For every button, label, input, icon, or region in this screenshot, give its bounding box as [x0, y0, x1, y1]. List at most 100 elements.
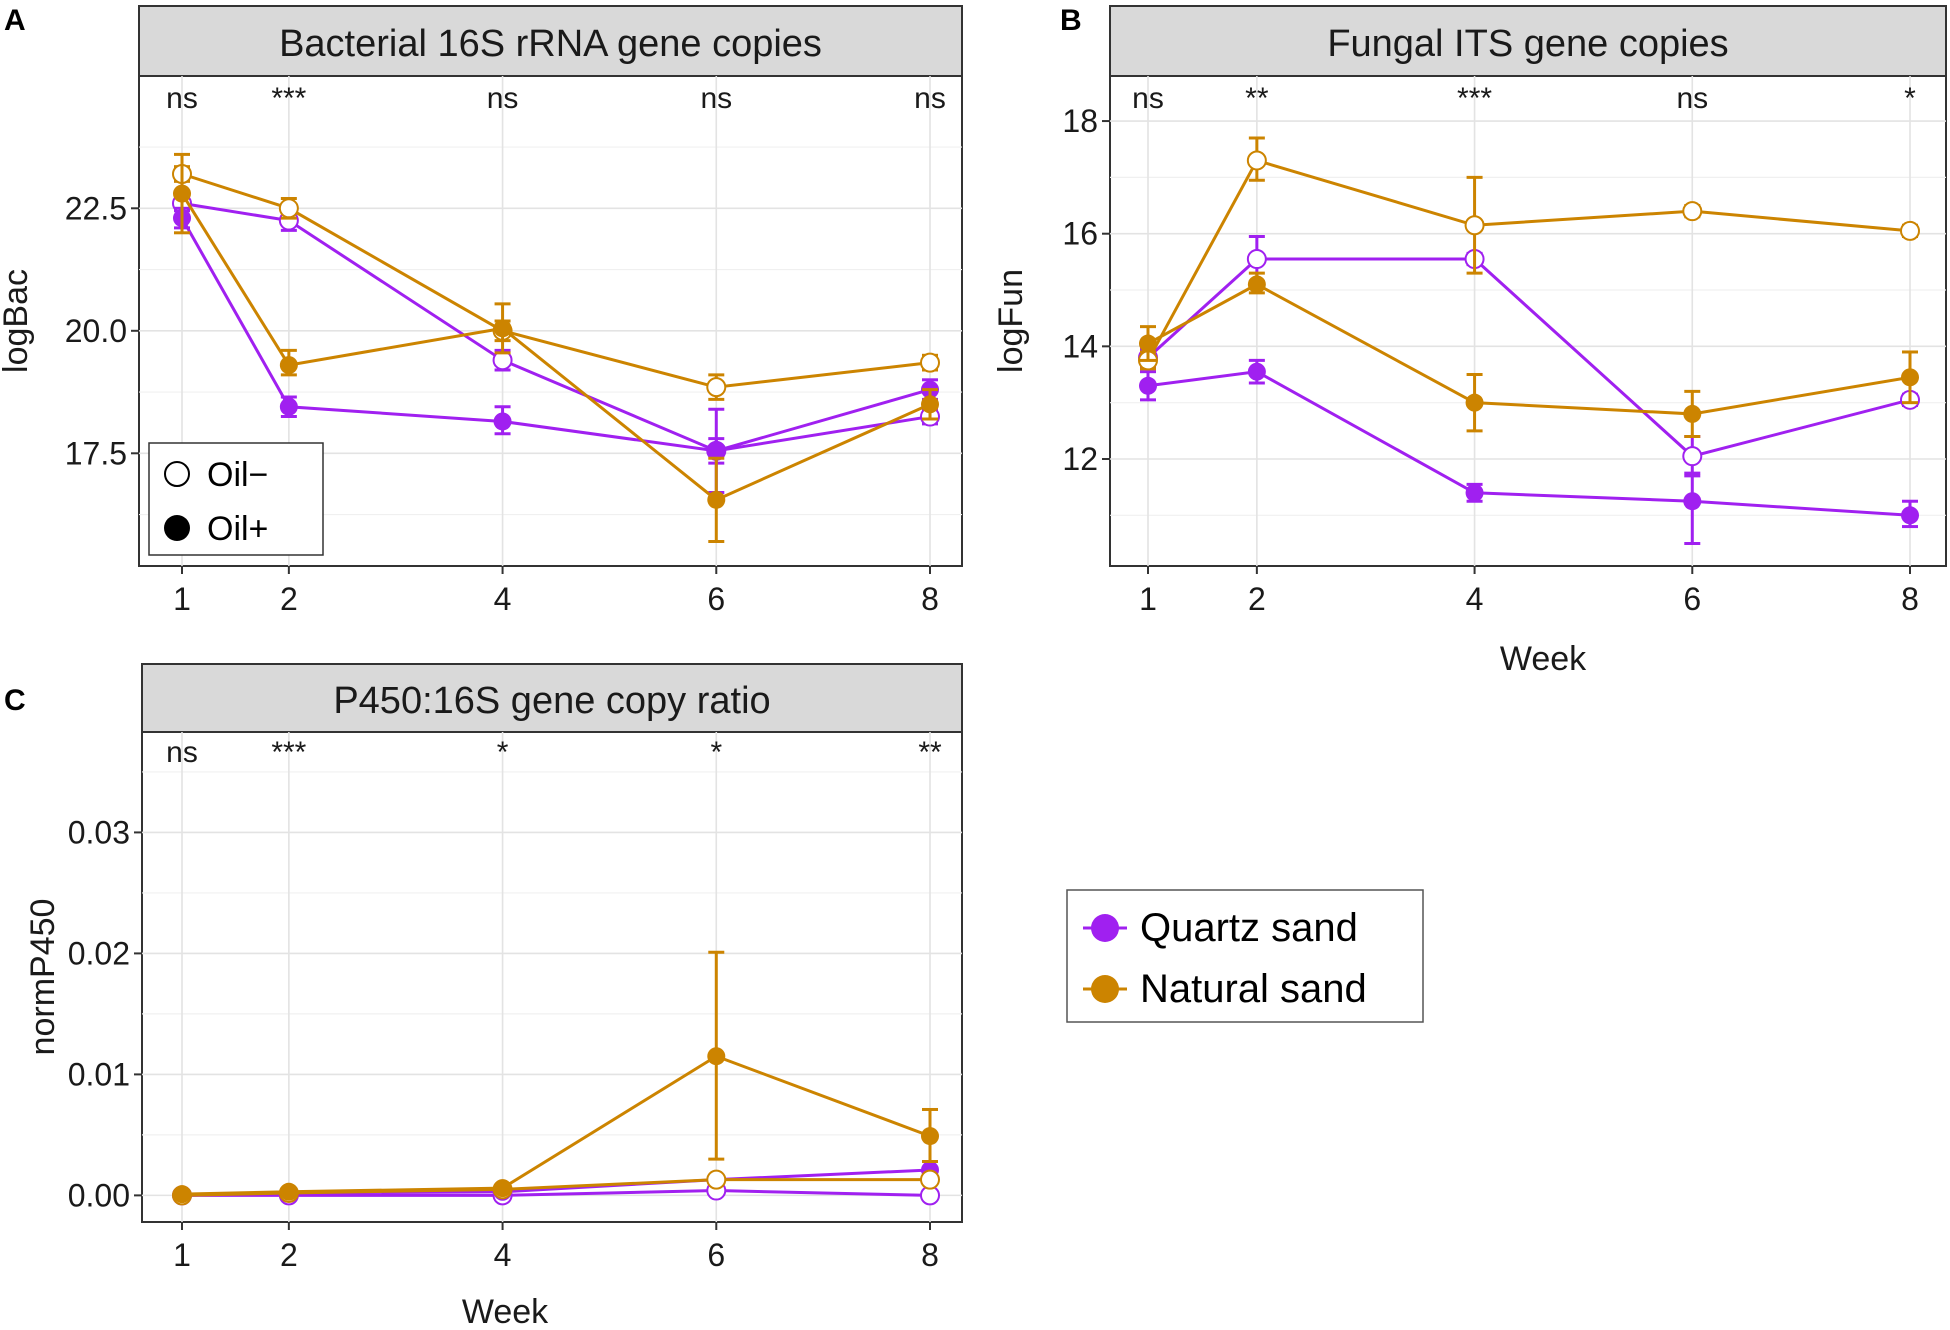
panel-b-series: [1138, 136, 1920, 545]
significance-label: ns: [914, 82, 946, 115]
natural-sand-label: Natural sand: [1140, 967, 1367, 1011]
panel-a-title: Bacterial 16S rRNA gene copies: [279, 23, 822, 65]
y-tick-label: 0.02: [68, 935, 130, 971]
oil-legend: Oil− Oil+: [148, 442, 324, 556]
panel-b-strip: [1109, 5, 1947, 77]
data-point: [706, 1169, 727, 1190]
panel-b: B Fungal ITS gene copies ns ** *** ns * 1214…: [992, 4, 1947, 678]
significance-label: *: [1904, 82, 1916, 115]
panel-c-y-axis: 0.00 0.01 0.02 0.03: [68, 814, 142, 1213]
data-point: [493, 412, 512, 431]
panel-a-significance: ns *** ns ns ns: [166, 82, 946, 115]
data-point: [1682, 446, 1703, 467]
significance-label: *: [710, 736, 722, 769]
data-point: [279, 397, 298, 416]
x-tick-label: 2: [1248, 581, 1266, 617]
panel-c-label: C: [4, 684, 26, 717]
panel-c-x-axis: 1 2 4 6 8: [173, 1222, 939, 1273]
data-point: [279, 1182, 298, 1201]
x-tick-label: 6: [1683, 581, 1701, 617]
panel-a-label: A: [4, 4, 26, 37]
quartz-key-point: [1091, 914, 1119, 942]
y-tick-label: 18: [1062, 103, 1098, 139]
significance-label: **: [1245, 82, 1269, 115]
significance-label: **: [918, 736, 942, 769]
y-tick-label: 0.01: [68, 1056, 130, 1092]
significance-label: ns: [166, 82, 198, 115]
panel-a: A Bacterial 16S rRNA gene copies ns *** ns…: [0, 4, 963, 617]
data-point: [1247, 275, 1266, 294]
x-tick-label: 1: [173, 581, 191, 617]
data-point: [1139, 376, 1157, 395]
significance-label: ns: [1676, 82, 1708, 115]
data-point: [173, 1185, 191, 1204]
data-point: [279, 356, 298, 375]
y-tick-label: 20.0: [65, 313, 127, 349]
y-tick-label: 14: [1062, 328, 1098, 364]
panel-a-series: [172, 152, 940, 543]
panel-b-xlabel: Week: [1500, 640, 1587, 678]
natural-key-point: [1091, 975, 1119, 1003]
x-tick-label: 1: [173, 1237, 191, 1273]
y-tick-label: 22.5: [65, 190, 127, 226]
data-point: [1139, 334, 1157, 353]
data-point: [1246, 150, 1267, 171]
panel-a-ylabel: logBac: [0, 269, 35, 373]
quartz-sand-label: Quartz sand: [1140, 906, 1358, 950]
data-point: [707, 441, 726, 460]
x-tick-label: 4: [494, 581, 512, 617]
data-point: [1901, 368, 1919, 387]
panel-b-title: Fungal ITS gene copies: [1327, 23, 1728, 65]
x-tick-label: 6: [707, 1237, 725, 1273]
data-point: [706, 377, 727, 398]
data-point: [493, 1179, 512, 1198]
significance-label: ns: [700, 82, 732, 115]
x-tick-label: 4: [1466, 581, 1484, 617]
data-point: [1246, 249, 1267, 270]
data-point: [1900, 220, 1920, 241]
significance-label: *: [497, 736, 509, 769]
data-point: [921, 1127, 939, 1146]
data-point: [1464, 215, 1485, 236]
data-point: [278, 198, 299, 219]
x-tick-label: 8: [1901, 581, 1919, 617]
x-tick-label: 4: [494, 1237, 512, 1273]
panel-c: C P450:16S gene copy ratio ns *** * * ** 0.0…: [4, 663, 963, 1330]
panel-c-plot-area: [141, 731, 963, 1223]
x-tick-label: 6: [707, 581, 725, 617]
data-point: [1901, 506, 1919, 525]
panel-b-label: B: [1060, 4, 1082, 37]
panel-c-grid: [142, 732, 962, 1222]
significance-label: ns: [487, 82, 519, 115]
panel-b-plot-area: [1109, 75, 1947, 567]
x-tick-label: 1: [1139, 581, 1157, 617]
panel-c-ylabel: normP450: [24, 899, 62, 1056]
data-point: [920, 352, 940, 373]
panel-b-y-axis: 12 14 16 18: [1062, 103, 1110, 477]
significance-label: ns: [166, 736, 198, 769]
panel-a-strip: [138, 5, 963, 77]
y-tick-label: 0.03: [68, 814, 130, 850]
data-point: [1682, 201, 1703, 222]
panel-a-y-axis: 17.5 20.0 22.5: [65, 190, 139, 471]
oil-plus-label: Oil+: [207, 510, 268, 548]
data-point: [173, 184, 191, 203]
oil-minus-key: [164, 461, 190, 487]
y-tick-label: 16: [1062, 216, 1098, 252]
x-tick-label: 2: [280, 1237, 298, 1273]
panel-b-ylabel: logFun: [992, 269, 1030, 373]
panel-c-title: P450:16S gene copy ratio: [333, 680, 770, 722]
sand-legend-box: [1066, 889, 1424, 1023]
panel-b-x-axis: 1 2 4 6 8: [1139, 566, 1919, 617]
data-point: [1465, 483, 1484, 502]
data-point: [921, 395, 939, 414]
x-tick-label: 8: [921, 1237, 939, 1273]
significance-label: ***: [271, 82, 306, 115]
oil-minus-label: Oil−: [207, 456, 268, 494]
panel-c-series: [172, 950, 940, 1206]
data-point: [1465, 393, 1484, 412]
data-point: [920, 1169, 940, 1190]
panel-a-x-axis: 1 2 4 6 8: [173, 566, 939, 617]
y-tick-label: 17.5: [65, 435, 127, 471]
